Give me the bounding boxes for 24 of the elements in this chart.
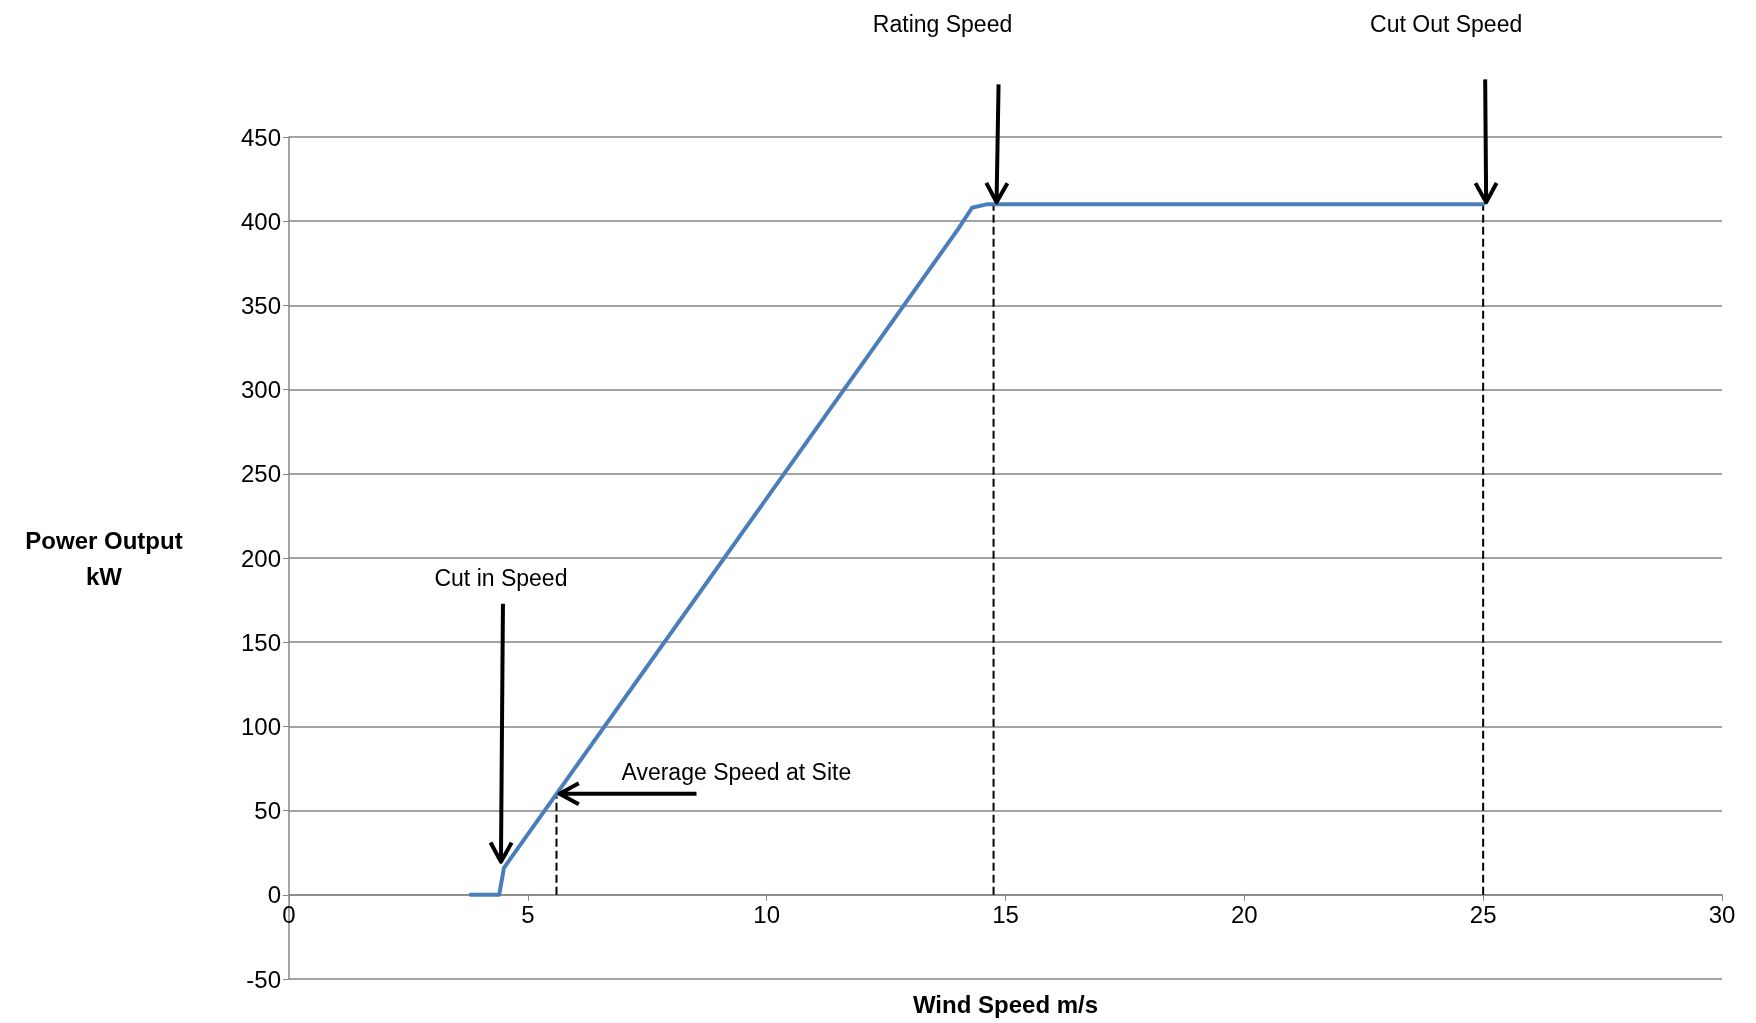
- y-tick-label: 400: [240, 207, 281, 235]
- line-series: [468, 202, 1486, 897]
- x-tick-label: 15: [992, 901, 1019, 929]
- y-tick-label: -50: [246, 965, 281, 993]
- x-tick-label: 25: [1469, 901, 1497, 929]
- text: Cut Out Speed: [1370, 11, 1523, 38]
- y-tick-label: 100: [240, 712, 281, 740]
- x-axis-title: Wind Speed m/s: [912, 991, 1099, 1019]
- text: Rating Speed: [872, 11, 1013, 38]
- y-axis-title: Power Output kW: [25, 526, 183, 590]
- y-tick-label: 300: [240, 376, 281, 404]
- x-tick-label: 10: [753, 901, 781, 929]
- y-tick-label: 350: [240, 291, 281, 319]
- x-tick-label: 5: [521, 901, 535, 929]
- y-tick-label: 250: [240, 460, 281, 488]
- annotation: Average Speed at Site: [621, 758, 852, 785]
- y-tick-label: 450: [240, 123, 281, 151]
- y-tick-label: 150: [240, 628, 281, 656]
- y-tick-label: 200: [240, 544, 281, 572]
- y-tick-label: 50: [254, 797, 281, 825]
- x-tick-label: 30: [1708, 901, 1736, 929]
- y-tick-label: 0: [267, 881, 281, 909]
- annotation: Cut in Speed: [434, 564, 568, 591]
- x-tick-label: 20: [1230, 901, 1258, 929]
